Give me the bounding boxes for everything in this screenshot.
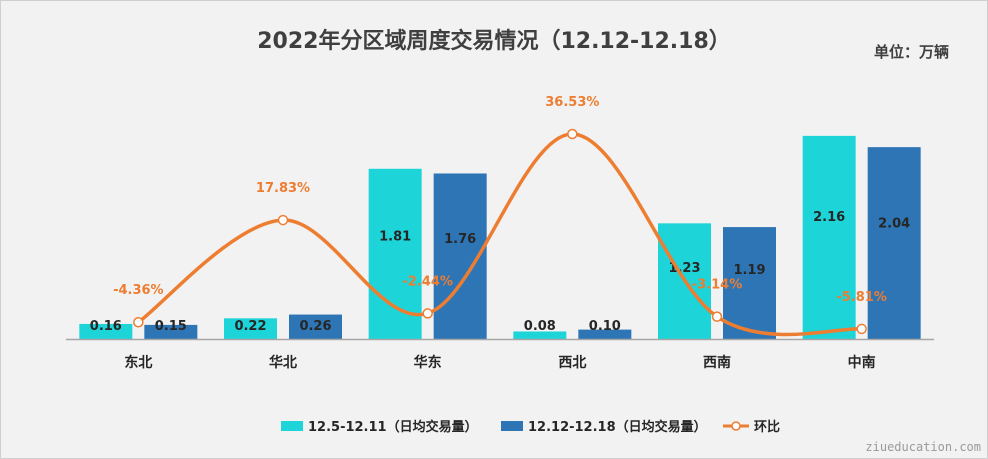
line-point-6 [856,323,867,335]
chart-title: 2022年分区域周度交易情况（12.12-12.18） [257,29,731,54]
x-tick-label-6: 中南 [848,354,876,371]
legend-swatch-2 [501,421,523,431]
bar-series-1-2 [224,318,277,339]
bar-series-1-1 [79,323,133,339]
line-label-3: -2.44% [402,274,453,289]
line-label-4: 36.53% [545,95,599,110]
line-point-3 [422,308,433,319]
bar-label-series-1-2: 0.22 [234,319,266,334]
bar-series-1-4 [513,331,567,339]
bar-label-series-2-5: 1.19 [733,263,765,278]
watermark: ziueducation.com [865,440,981,454]
bar-label-series-2-4: 0.10 [589,319,621,334]
legend-label-2: 12.12-12.18（日均交易量） [528,419,707,435]
x-tick-label-3: 华东 [414,354,442,371]
bar-label-series-1-1: 0.16 [90,319,122,334]
line-point-5 [711,311,723,322]
bar-label-series-2-1: 0.15 [155,319,187,334]
line-point-2 [277,214,289,226]
bar-series-1-6 [802,135,856,339]
legend-label-3: 环比 [754,419,780,435]
bar-label-series-2-2: 0.26 [299,319,331,334]
bar-series-1-3 [368,168,422,339]
x-tick-label-5: 西南 [703,354,731,371]
line-label-2: 17.83% [256,181,310,196]
legend-label-1: 12.5-12.11（日均交易量） [308,419,478,435]
line-label-6: -5.81% [836,290,887,305]
x-tick-label-4: 西北 [558,355,586,371]
line-point-1 [133,316,144,328]
legend-swatch-1 [281,421,303,431]
bar-label-series-2-6: 2.04 [878,217,910,232]
bar-label-series-2-3: 1.76 [444,232,476,247]
x-tick-label-2: 华北 [269,354,297,371]
legend-marker-3 [731,421,741,431]
bar-series-2-2 [289,314,342,339]
bar-label-series-1-4: 0.08 [524,319,556,334]
bar-series-2-5 [723,227,776,339]
unit-label: 单位：万辆 [873,43,949,61]
line-label-5: -3.14% [692,278,743,293]
line-label-1: -4.36% [113,283,164,298]
bar-label-series-1-3: 1.81 [379,229,411,244]
bar-series-2-4 [578,329,632,339]
x-tick-label-1: 东北 [124,354,152,371]
bar-series-2-1 [144,324,198,339]
bar-label-series-1-6: 2.16 [813,210,845,225]
bar-series-2-6 [867,147,921,339]
line-point-4 [567,128,578,140]
